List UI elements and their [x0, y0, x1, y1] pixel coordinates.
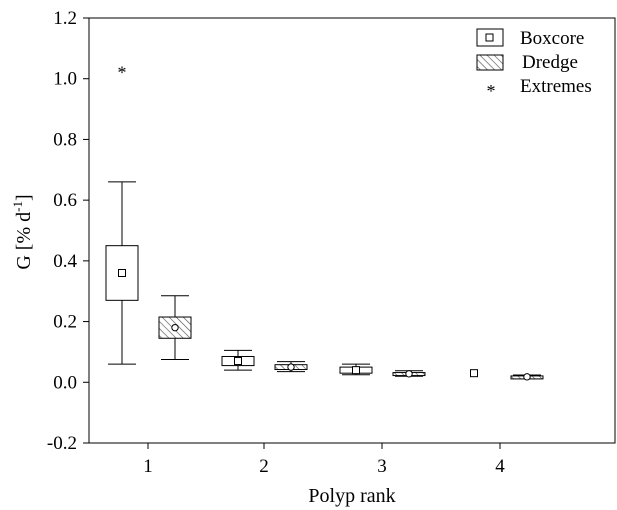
y-tick-label: 0.4	[53, 251, 77, 272]
x-tick-label: 4	[495, 456, 505, 477]
box-boxcore-rank-4	[470, 369, 478, 378]
legend-swatch-dredge	[476, 54, 504, 71]
legend-label-boxcore: Boxcore	[520, 28, 584, 49]
median-marker	[171, 323, 179, 332]
y-tick-label: 0.6	[53, 190, 77, 211]
median-marker	[352, 366, 360, 375]
box-dredge-rank-3	[392, 370, 426, 378]
y-axis-title: G [% d-1]	[10, 194, 35, 269]
y-tick-label: 1.2	[53, 8, 77, 29]
legend-label-extremes: Extremes	[520, 76, 592, 97]
plot-frame	[88, 17, 616, 444]
box-dredge-rank-1	[158, 295, 192, 361]
y-axis-title-main: G [% d	[13, 212, 35, 270]
plot-marks: *	[105, 63, 544, 381]
median-marker	[470, 369, 478, 378]
y-axis-title-superscript: -1	[10, 201, 25, 212]
box-dredge-rank-2	[274, 361, 308, 373]
x-axis-ticks: 1 2 3 4	[143, 443, 505, 477]
box-dredge-rank-4	[510, 373, 544, 381]
x-tick-label: 2	[259, 456, 269, 477]
y-axis-title-end: ]	[13, 194, 35, 201]
x-tick-label: 1	[143, 456, 153, 477]
median-marker	[523, 373, 531, 381]
y-tick-label: -0.2	[47, 433, 77, 454]
median-marker	[118, 269, 126, 277]
box-boxcore-rank-1	[105, 181, 139, 365]
y-tick-label: 1.0	[53, 69, 77, 90]
x-tick-label: 3	[377, 456, 387, 477]
x-axis-title: Polyp rank	[308, 485, 395, 507]
box-boxcore-rank-3	[339, 363, 373, 376]
extreme-point: *	[118, 63, 127, 83]
legend-marker-boxcore	[485, 33, 494, 42]
y-axis-ticks: -0.2 0.0 0.2 0.4 0.6 0.8 1.0 1.2	[47, 8, 89, 454]
legend: Boxcore Dredge * Extremes	[476, 28, 592, 101]
median-marker	[287, 363, 295, 371]
legend-label-dredge: Dredge	[522, 52, 578, 73]
box-boxcore-rank-2	[221, 349, 255, 371]
y-tick-label: 0.8	[53, 129, 77, 150]
y-tick-label: 0.0	[53, 372, 77, 393]
median-marker	[405, 370, 413, 378]
y-tick-label: 0.2	[53, 312, 77, 333]
median-marker	[234, 357, 242, 366]
legend-marker-extremes: *	[487, 81, 496, 101]
